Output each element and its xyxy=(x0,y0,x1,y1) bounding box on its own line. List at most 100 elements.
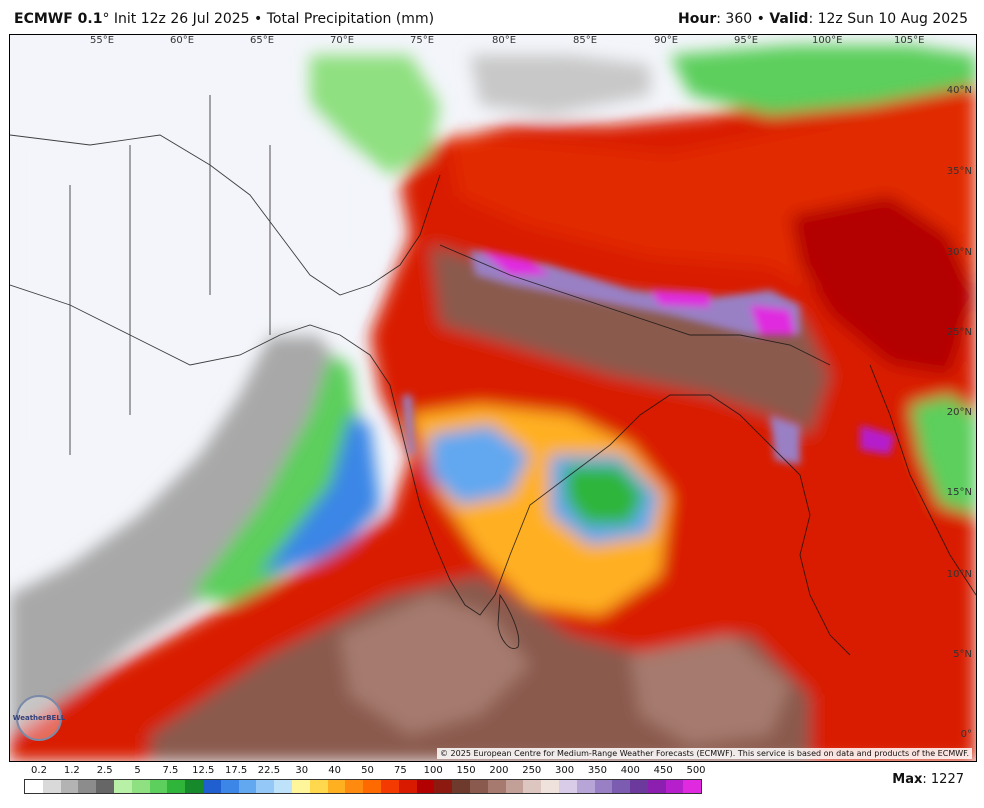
legend-swatch xyxy=(25,780,43,793)
lon-label: 95°E xyxy=(734,35,759,46)
legend-tick-label: 30 xyxy=(295,765,309,776)
legend-swatch xyxy=(665,780,684,793)
header: ECMWF 0.1° Init 12z 26 Jul 2025 • Total … xyxy=(0,0,984,34)
legend-swatch xyxy=(363,780,381,793)
lat-label: 35°N xyxy=(946,166,972,177)
legend-tick-label: 12.5 xyxy=(192,765,215,776)
legend-tick-label: 75 xyxy=(393,765,407,776)
max-label: Max xyxy=(892,772,923,787)
lat-label: 30°N xyxy=(946,247,972,258)
legend-tick-label: 17.5 xyxy=(224,765,248,776)
hour-value: : 360 • xyxy=(716,11,770,27)
legend-tick-label: 1.2 xyxy=(63,765,80,776)
ecmwf-credit: © 2025 European Centre for Medium-Range … xyxy=(437,748,972,759)
legend-swatch xyxy=(469,780,488,793)
legend-swatch xyxy=(452,780,470,793)
lon-label: 105°E xyxy=(894,35,925,46)
valid-value: : 12z Sun 10 Aug 2025 xyxy=(808,11,968,27)
legend-swatch xyxy=(185,780,203,793)
legend-swatch xyxy=(256,780,275,793)
legend-tick-label: 40 xyxy=(328,765,342,776)
legend-tick-label: 50 xyxy=(361,765,374,776)
weatherbell-logo: WeatherBELL xyxy=(13,695,65,741)
legend-swatch xyxy=(309,780,328,793)
legend-tick-label: 5 xyxy=(134,765,141,776)
legend-tick-label: 200 xyxy=(489,765,509,776)
legend-swatch xyxy=(683,780,702,793)
valid-label: Valid xyxy=(769,11,809,27)
legend-swatch xyxy=(78,780,97,793)
logo-text: WeatherBELL xyxy=(12,714,66,722)
precipitation-legend: 0.2 1.2 2.5 5 7.5 12.5 17.5 22.5 30 40 50 75 100 150 2… xyxy=(24,765,706,795)
legend-tick-label: 400 xyxy=(620,765,640,776)
legend-tick-label: 250 xyxy=(522,765,542,776)
lon-label: 80°E xyxy=(492,35,517,46)
hour-label: Hour xyxy=(678,11,717,27)
max-value: Max: 1227 xyxy=(892,772,964,787)
legend-swatch xyxy=(398,780,417,793)
legend-swatch xyxy=(149,780,168,793)
model-name: ECMWF 0.1 xyxy=(14,11,103,27)
legend-swatch xyxy=(380,780,399,793)
lon-label: 90°E xyxy=(654,35,679,46)
lon-label: 55°E xyxy=(90,35,115,46)
legend-swatch xyxy=(594,780,613,793)
legend-swatch xyxy=(487,780,506,793)
init-text: Init 12z 26 Jul 2025 • Total Precipitati… xyxy=(109,11,435,27)
legend-swatch xyxy=(274,780,292,793)
lat-label: 20°N xyxy=(946,407,972,418)
lat-label: 15°N xyxy=(946,487,972,498)
legend-swatch xyxy=(523,780,542,793)
lat-label: 5°N xyxy=(953,649,972,660)
legend-swatch xyxy=(202,780,221,793)
legend-tick-label: 100 xyxy=(423,765,443,776)
lon-label: 65°E xyxy=(250,35,275,46)
legend-swatch xyxy=(113,780,132,793)
legend-swatch xyxy=(42,780,61,793)
precipitation-map[interactable]: 55°E 60°E 65°E 70°E 75°E 80°E 85°E 90°E … xyxy=(9,34,977,762)
legend-swatch xyxy=(327,780,346,793)
legend-swatch xyxy=(416,780,435,793)
legend-tick-label: 0.2 xyxy=(31,765,47,776)
legend-swatch xyxy=(541,780,559,793)
legend-tick-label: 150 xyxy=(456,765,476,776)
lat-label: 0° xyxy=(960,729,972,740)
legend-tick-label: 300 xyxy=(555,765,575,776)
legend-swatch xyxy=(505,780,524,793)
lon-label: 60°E xyxy=(170,35,195,46)
legend-tick-label: 22.5 xyxy=(257,765,281,776)
legend-tick-label: 350 xyxy=(587,765,607,776)
legend-swatch xyxy=(612,780,631,793)
degree-mark: ° xyxy=(102,11,110,27)
title: ECMWF 0.1° Init 12z 26 Jul 2025 • Total … xyxy=(14,11,434,27)
legend-swatch xyxy=(576,780,595,793)
map-canvas xyxy=(10,35,976,761)
legend-swatch xyxy=(558,780,577,793)
legend-swatch xyxy=(220,780,239,793)
legend-tick-label: 500 xyxy=(686,765,706,776)
legend-swatch xyxy=(291,780,310,793)
legend-swatch xyxy=(630,780,648,793)
lon-label: 75°E xyxy=(410,35,435,46)
lat-label: 25°N xyxy=(946,327,972,338)
lat-label: 10°N xyxy=(946,569,972,580)
legend-swatch xyxy=(238,780,257,793)
legend-swatch xyxy=(434,780,453,793)
legend-tick-label: 450 xyxy=(653,765,673,776)
legend-swatch xyxy=(647,780,666,793)
lon-label: 70°E xyxy=(330,35,355,46)
legend-color-bar xyxy=(24,779,702,794)
legend-labels: 0.2 1.2 2.5 5 7.5 12.5 17.5 22.5 30 40 50 75 100 150 2… xyxy=(24,765,706,777)
legend-swatch xyxy=(60,780,79,793)
max-number: : 1227 xyxy=(922,772,964,787)
lon-label: 100°E xyxy=(812,35,843,46)
valid-time: Hour: 360 • Valid: 12z Sun 10 Aug 2025 xyxy=(678,11,968,27)
legend-swatch xyxy=(131,780,150,793)
legend-tick-label: 7.5 xyxy=(162,765,179,776)
lat-label: 40°N xyxy=(946,85,972,96)
lon-label: 85°E xyxy=(573,35,598,46)
legend-swatch xyxy=(345,780,364,793)
legend-tick-label: 2.5 xyxy=(96,765,113,776)
legend-swatch xyxy=(96,780,114,793)
legend-swatch xyxy=(167,780,186,793)
